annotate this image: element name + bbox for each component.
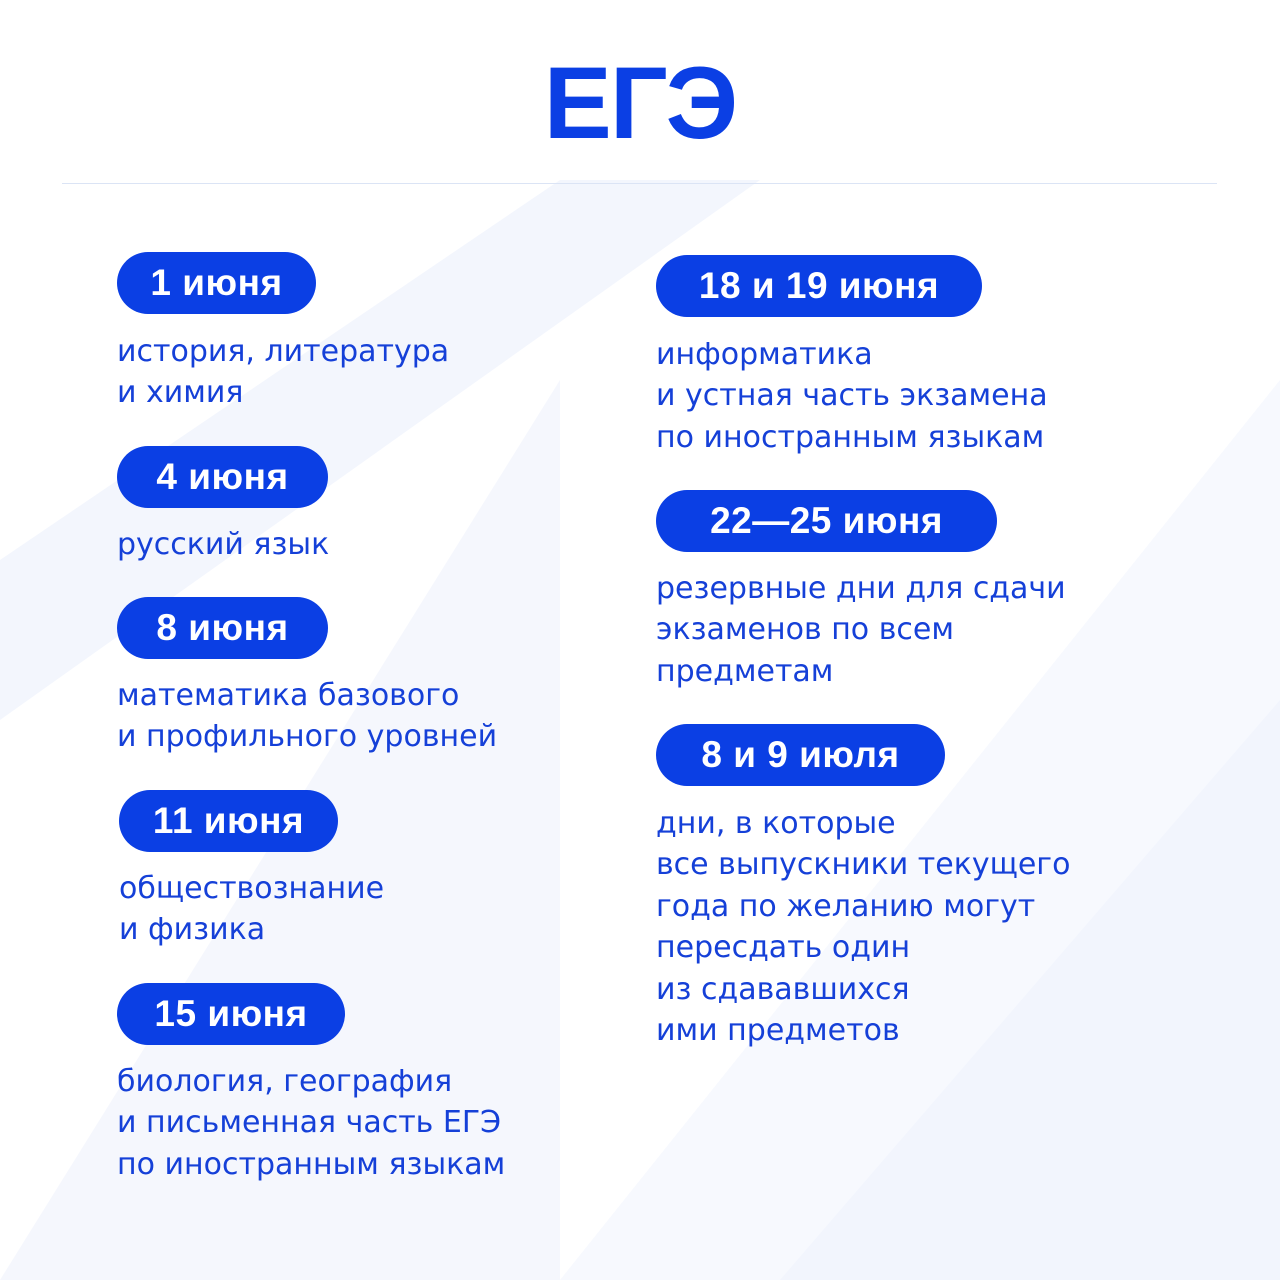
date-badge: 22—25 июня bbox=[656, 490, 997, 552]
subject-line: информатика bbox=[656, 337, 873, 372]
subject-line: история, литература bbox=[117, 334, 450, 369]
date-badge: 4 июня bbox=[117, 446, 328, 508]
date-badge: 1 июня bbox=[117, 252, 316, 314]
ege-logo: ЕГЭ bbox=[543, 46, 738, 160]
subject-line: по иностранным языкам bbox=[117, 1146, 506, 1182]
subject-line: дни, в которые bbox=[656, 806, 896, 841]
exam-subjects: биология, география и письменная часть ЕГ… bbox=[117, 1061, 505, 1185]
date-badge: 18 и 19 июня bbox=[656, 255, 982, 317]
subject-line: и профильного уровней bbox=[117, 719, 498, 755]
subject-line: резервные дни для сдачи bbox=[656, 571, 1066, 606]
subject-line: пересдать один bbox=[656, 930, 911, 966]
subject-line: года по желанию могут bbox=[656, 888, 1036, 924]
exam-subjects: информатика и устная часть экзамена по ино… bbox=[656, 334, 1048, 458]
date-badge: 8 июня bbox=[117, 597, 328, 659]
exam-subjects: русский язык bbox=[117, 524, 329, 565]
exam-subjects: история, литература и химия bbox=[117, 331, 449, 414]
exam-subjects: дни, в которые все выпускники текущего год… bbox=[656, 803, 1070, 1051]
exam-subjects: резервные дни для сдачи экзаменов по всем… bbox=[656, 568, 1066, 692]
subject-line: биология, география bbox=[117, 1064, 453, 1099]
exam-subjects: математика базового и профильного уровней bbox=[117, 675, 497, 758]
subject-line: и химия bbox=[117, 375, 244, 411]
subject-line: по иностранным языкам bbox=[656, 419, 1045, 455]
exam-subjects: обществознание и физика bbox=[119, 868, 384, 951]
subject-line: и физика bbox=[119, 912, 266, 948]
subject-line: и письменная часть ЕГЭ bbox=[117, 1105, 502, 1141]
subject-line: обществознание bbox=[119, 871, 385, 906]
subject-line: экзаменов по всем bbox=[656, 612, 954, 648]
subject-line: русский язык bbox=[117, 527, 330, 562]
subject-line: все выпускники текущего bbox=[656, 847, 1071, 883]
subject-line: предметам bbox=[656, 653, 834, 689]
subject-line: математика базового bbox=[117, 678, 460, 713]
subject-line: из сдававшихся bbox=[656, 971, 910, 1007]
subject-line: и устная часть экзамена bbox=[656, 378, 1048, 414]
divider bbox=[62, 183, 1217, 184]
subject-line: ими предметов bbox=[656, 1012, 900, 1048]
date-badge: 11 июня bbox=[119, 790, 338, 852]
date-badge: 15 июня bbox=[117, 983, 345, 1045]
date-badge: 8 и 9 июля bbox=[656, 724, 945, 786]
